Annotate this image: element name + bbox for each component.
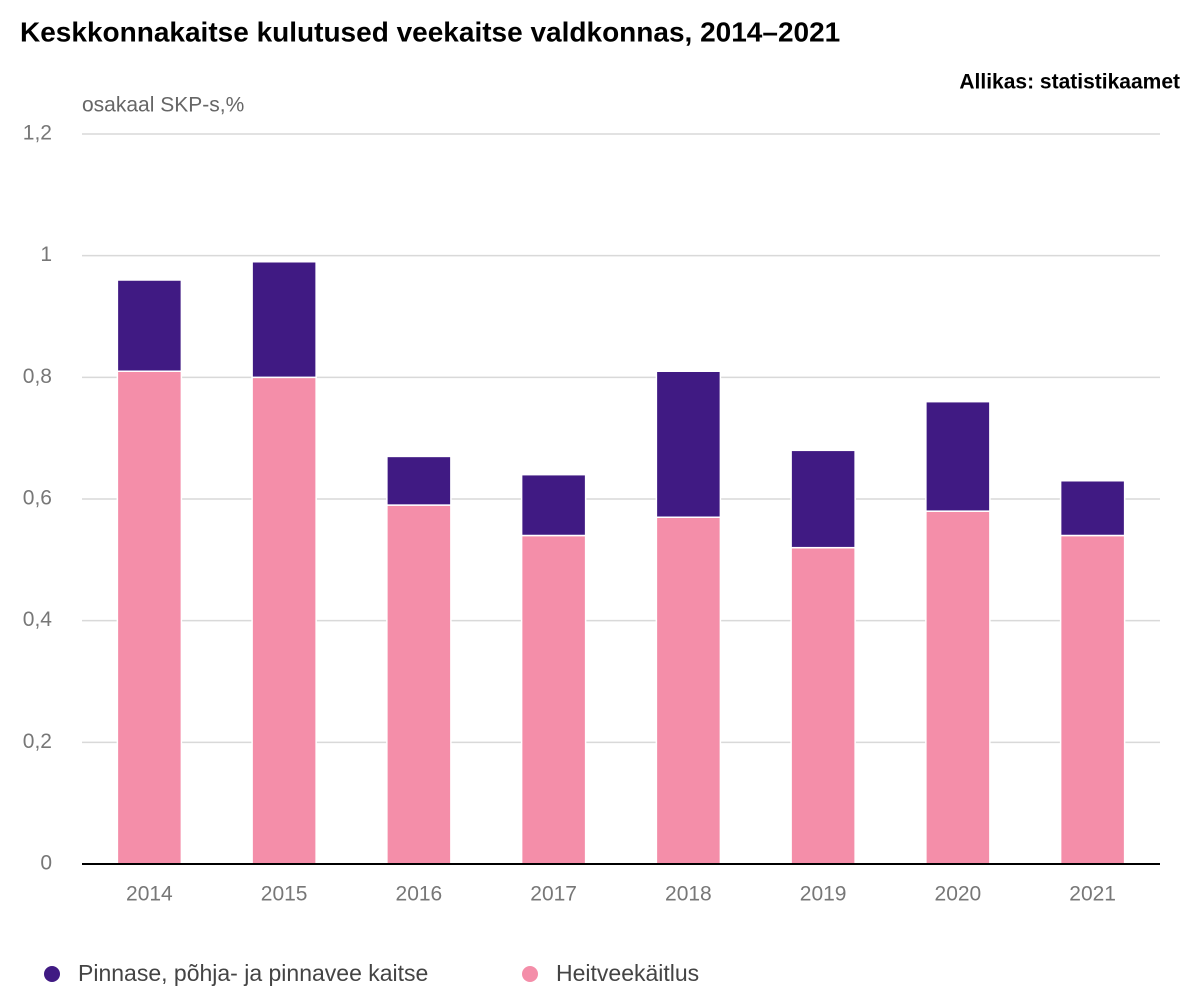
y-axis-label: osakaal SKP-s,% <box>82 94 244 117</box>
bar-segment <box>116 370 183 865</box>
x-tick-label: 2016 <box>396 883 443 906</box>
bar-segment <box>790 449 856 549</box>
legend-swatch <box>522 966 538 982</box>
bar-segment <box>790 546 856 865</box>
bar-segment <box>116 279 183 372</box>
bar-segment <box>520 534 587 865</box>
legend-label: Heitveekäitlus <box>556 960 699 986</box>
y-tick-label: 0,6 <box>23 487 52 510</box>
bar-segment <box>925 510 991 865</box>
x-tick-label: 2019 <box>800 883 847 906</box>
bar-segment <box>925 400 991 512</box>
x-tick-label: 2014 <box>126 883 173 906</box>
y-tick-label: 0,2 <box>23 730 52 753</box>
bar-segment <box>386 455 452 506</box>
bar-segment <box>655 370 722 518</box>
source: Allikas: statistikaamet <box>959 71 1180 94</box>
y-tick-label: 1,2 <box>23 122 52 145</box>
x-tick-label: 2017 <box>530 883 577 906</box>
x-tick-label: 2020 <box>935 883 982 906</box>
bar-segment <box>1059 534 1126 865</box>
x-tick-label: 2018 <box>665 883 712 906</box>
x-tick-label: 2021 <box>1069 883 1116 906</box>
chart-title: Keskkonnakaitse kulutused veekaitse vald… <box>20 16 840 47</box>
bar-segment <box>251 261 317 379</box>
x-tick-label: 2015 <box>261 883 308 906</box>
legend-label: Pinnase, põhja- ja pinnavee kaitse <box>78 960 428 986</box>
bar-segment <box>655 516 722 865</box>
y-tick-label: 0,8 <box>23 365 52 388</box>
y-tick-label: 1 <box>40 243 52 266</box>
bar-segment <box>386 504 452 865</box>
bar-segment <box>1059 480 1126 537</box>
bar-segment <box>520 473 587 537</box>
bar-segment <box>251 376 317 865</box>
legend-swatch <box>44 966 60 982</box>
y-tick-label: 0,4 <box>23 608 53 631</box>
y-tick-label: 0 <box>40 852 52 875</box>
